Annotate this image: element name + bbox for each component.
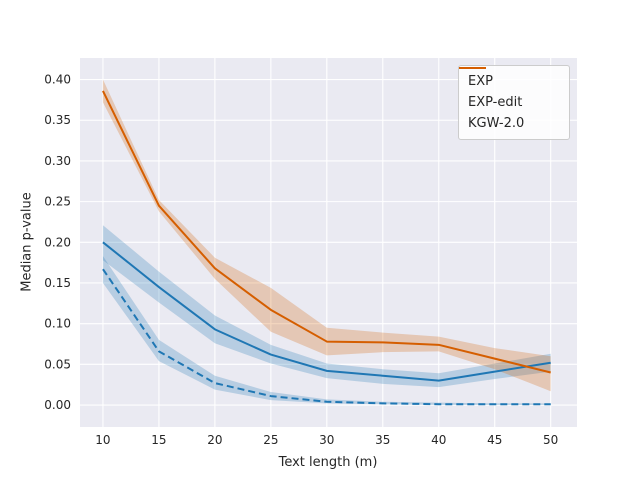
x-tick-label: 50 bbox=[543, 433, 558, 447]
legend-label-exp-edit: EXP-edit bbox=[468, 95, 523, 110]
legend: EXP EXP-edit KGW-2.0 bbox=[458, 65, 570, 140]
y-tick-label: 0.20 bbox=[44, 235, 71, 249]
x-tick-label: 15 bbox=[151, 433, 166, 447]
line-kgw-2.0 bbox=[102, 90, 551, 374]
x-tick-label: 30 bbox=[319, 433, 334, 447]
y-tick-label: 0.25 bbox=[44, 195, 71, 209]
y-axis-label: Median p-value bbox=[19, 192, 35, 292]
x-tick-label: 25 bbox=[263, 433, 278, 447]
y-tick-label: 0.05 bbox=[44, 357, 71, 371]
band-kgw-2.0 bbox=[102, 79, 551, 392]
y-tick-label: 0.30 bbox=[44, 154, 71, 168]
x-tick-label: 45 bbox=[487, 433, 502, 447]
x-tick-label: 10 bbox=[95, 433, 110, 447]
x-tick-label: 35 bbox=[375, 433, 390, 447]
legend-item-exp-edit: EXP-edit bbox=[459, 67, 569, 113]
y-tick-label: 0.35 bbox=[44, 113, 71, 127]
line-exp bbox=[102, 241, 551, 382]
legend-label-kgw: KGW-2.0 bbox=[468, 116, 525, 131]
line-exp-edit bbox=[102, 268, 551, 406]
legend-label-exp: EXP bbox=[468, 74, 493, 89]
legend-item-exp: EXP bbox=[459, 67, 569, 92]
tick-labels: 0.00 0.05 0.10 0.15 0.20 0.25 0.30 0.35 0.40 10 15… bbox=[44, 73, 558, 447]
legend-item-kgw: KGW-2.0 bbox=[459, 67, 569, 134]
y-tick-label: 0.40 bbox=[44, 73, 71, 87]
x-tick-label: 20 bbox=[207, 433, 222, 447]
y-tick-label: 0.00 bbox=[44, 398, 71, 412]
y-tick-label: 0.10 bbox=[44, 317, 71, 331]
band-exp bbox=[102, 225, 551, 388]
legend-line-sample-kgw bbox=[459, 67, 486, 69]
y-tick-label: 0.15 bbox=[44, 276, 71, 290]
x-tick-label: 40 bbox=[431, 433, 446, 447]
x-axis-label: Text length (m) bbox=[278, 455, 378, 470]
